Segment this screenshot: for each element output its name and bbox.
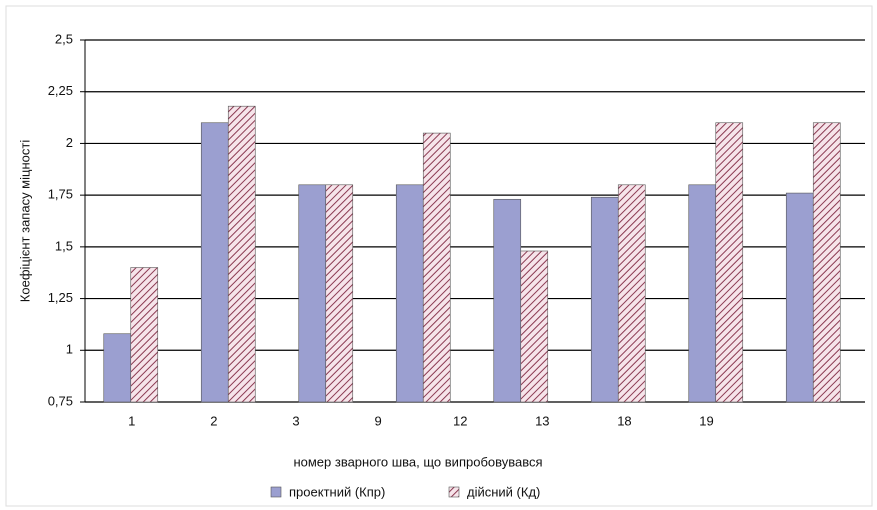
legend-swatch [270,486,282,498]
x-tick-label: 1 [128,413,135,428]
bar [103,333,132,403]
x-tick-label: 9 [374,413,381,428]
y-tick-label: 1,25 [48,290,73,305]
bar [395,184,424,403]
y-tick-label: 1,5 [55,238,73,253]
bar [688,184,717,403]
y-tick-label: 1 [66,342,73,357]
bar [785,192,814,403]
bar [227,105,256,403]
bar [298,184,327,403]
x-tick-label: 13 [535,413,549,428]
y-tick-label: 2,5 [55,31,73,46]
y-tick-label: 2,25 [48,83,73,98]
bar [422,132,451,403]
bar [130,267,159,403]
y-tick-label: 0,75 [48,393,73,408]
bar [325,184,354,403]
y-tick-label: 1,75 [48,187,73,202]
x-tick-label: 18 [617,413,631,428]
bar [617,184,646,403]
legend-label: дійсний (Кд) [467,484,540,499]
x-tick-label: 19 [699,413,713,428]
y-tick-label: 2 [66,135,73,150]
bar [520,250,549,403]
bar [590,196,619,403]
y-axis-title: Коефіцієнт запасу міцності [17,140,32,303]
x-tick-label: 12 [453,413,467,428]
x-axis-title: номер зварного шва, що випробовувався [293,454,542,469]
x-tick-label: 2 [210,413,217,428]
x-tick-label: 3 [292,413,299,428]
bar [715,122,744,403]
bar [200,122,229,403]
bar [812,122,841,403]
legend-label: проектний (Кпр) [289,484,385,499]
legend-swatch [448,486,460,498]
bar [493,198,522,403]
